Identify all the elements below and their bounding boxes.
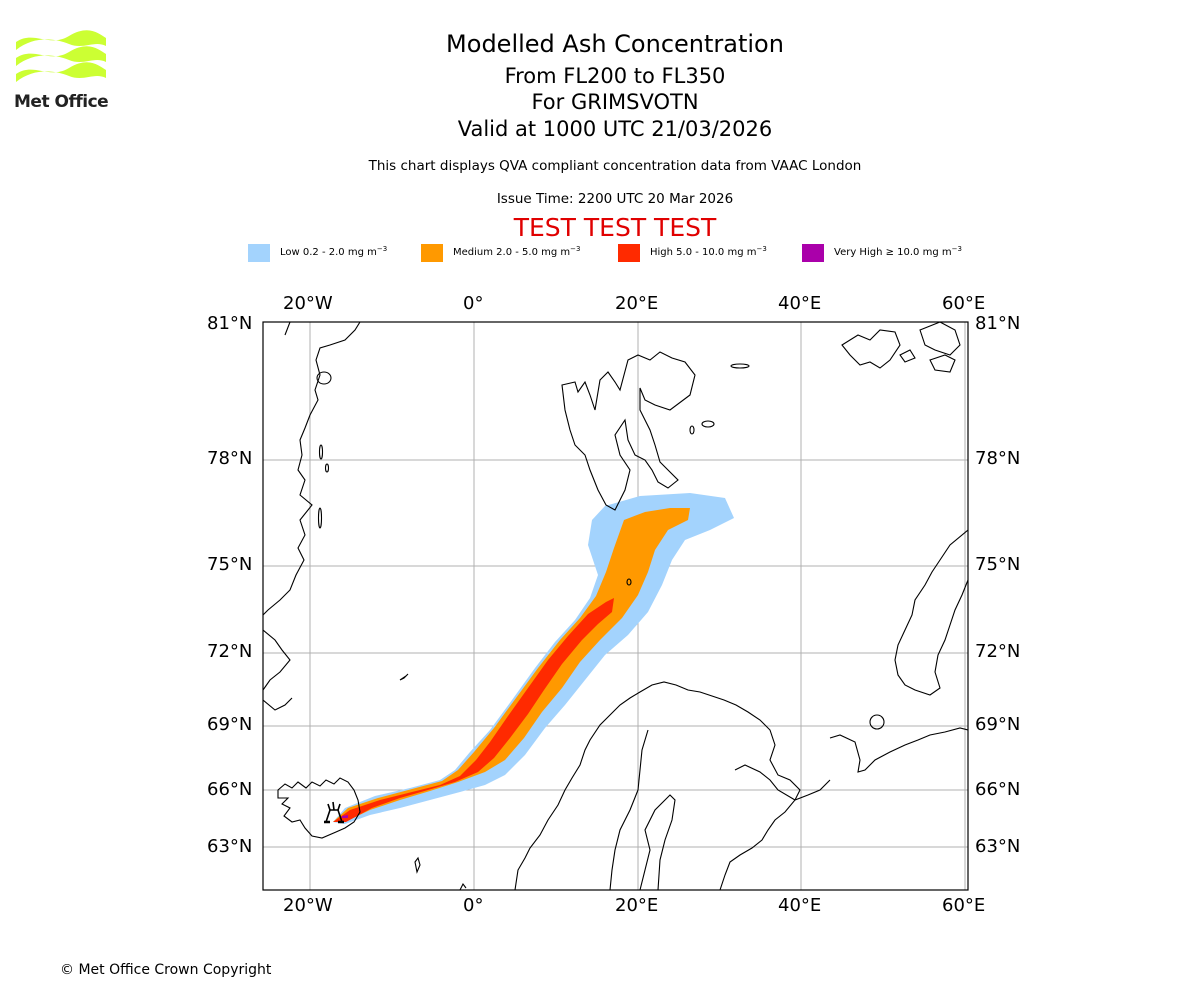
test-banner: TEST TEST TEST [513, 213, 717, 242]
lat-tick-right-75n: 75°N [975, 554, 1021, 575]
lat-tick-right-66n: 66°N [975, 779, 1021, 800]
lon-tick-top-20w: 20°W [283, 293, 333, 314]
lat-tick-left-75n: 75°N [207, 554, 253, 575]
coast-kola-white-sea [734, 727, 968, 801]
ash-area-medium [333, 508, 690, 822]
chart-title: Modelled Ash Concentration [446, 30, 784, 58]
logo-text: Met Office [14, 92, 109, 112]
ash-area-high [333, 598, 614, 822]
coast-greenland [263, 322, 361, 616]
lat-tick-left-63n: 63°N [207, 836, 253, 857]
coast-iceland [277, 777, 361, 839]
coast-faroe [414, 856, 421, 874]
coast-svalbard [561, 351, 696, 511]
island-bear [626, 578, 632, 586]
volcano-name: For GRIMSVOTN [531, 90, 699, 114]
chart-description: This chart displays QVA compliant concen… [368, 158, 862, 174]
copyright: © Met Office Crown Copyright [60, 962, 272, 978]
lat-tick-right-78n: 78°N [975, 448, 1021, 469]
issue-time: Issue Time: 2200 UTC 20 Mar 2026 [496, 191, 734, 207]
map-frame [262, 321, 969, 891]
met-office-waves-icon [16, 30, 106, 82]
island-3 [324, 463, 330, 473]
coast-jan-mayen [399, 673, 409, 681]
coast-novaya-zemlya [894, 529, 968, 696]
lat-tick-right-69n: 69°N [975, 714, 1021, 735]
lon-tick-bottom-60e: 60°E [942, 895, 986, 916]
coast-scandinavia [514, 681, 801, 890]
coast-shetland [459, 882, 467, 890]
lon-tick-top-60e: 60°E [942, 293, 986, 314]
coastlines [263, 322, 968, 890]
ash-concentration-map[interactable] [262, 321, 969, 891]
lat-tick-right-63n: 63°N [975, 836, 1021, 857]
legend-swatch-medium [421, 244, 443, 262]
island-1 [316, 371, 332, 385]
graticule [263, 322, 968, 890]
legend-label-medium: Medium 2.0 - 5.0 mg m−3 [453, 245, 581, 258]
ash-area-very-high [342, 815, 348, 818]
lat-tick-left-66n: 66°N [207, 779, 253, 800]
coast-franz-josef [841, 322, 961, 373]
legend-swatch-high [618, 244, 640, 262]
island-7 [701, 420, 715, 428]
lon-tick-bottom-40e: 40°E [778, 895, 822, 916]
coast-greenland-south [263, 629, 293, 711]
lon-tick-bottom-20e: 20°E [615, 895, 659, 916]
island-5 [730, 363, 750, 369]
legend-swatch-low [248, 244, 270, 262]
island-2 [318, 444, 324, 460]
lat-tick-left-69n: 69°N [207, 714, 253, 735]
volcano-icon [324, 801, 344, 824]
lon-tick-bottom-0: 0° [463, 895, 484, 916]
lat-tick-right-72n: 72°N [975, 641, 1021, 662]
legend-label-low: Low 0.2 - 2.0 mg m−3 [280, 245, 388, 258]
lon-tick-top-0: 0° [463, 293, 484, 314]
lon-tick-top-20e: 20°E [615, 293, 659, 314]
legend-swatch-very-high [802, 244, 824, 262]
validity-time: Valid at 1000 UTC 21/03/2026 [457, 117, 773, 141]
lon-tick-top-40e: 40°E [778, 293, 822, 314]
coast-baltic [609, 729, 676, 890]
flight-level-range: From FL200 to FL350 [504, 64, 726, 88]
island-4 [317, 507, 323, 529]
lat-tick-right-81n: 81°N [975, 313, 1021, 334]
legend-label-very-high: Very High ≥ 10.0 mg m−3 [834, 245, 962, 258]
island-6 [689, 425, 695, 435]
legend-label-high: High 5.0 - 10.0 mg m−3 [650, 245, 767, 258]
lat-tick-left-72n: 72°N [207, 641, 253, 662]
met-office-logo: Met Office [14, 30, 109, 112]
lon-tick-bottom-20w: 20°W [283, 895, 333, 916]
island-kolguyev [869, 714, 885, 730]
lat-tick-left-78n: 78°N [207, 448, 253, 469]
lat-tick-left-81n: 81°N [207, 313, 253, 334]
